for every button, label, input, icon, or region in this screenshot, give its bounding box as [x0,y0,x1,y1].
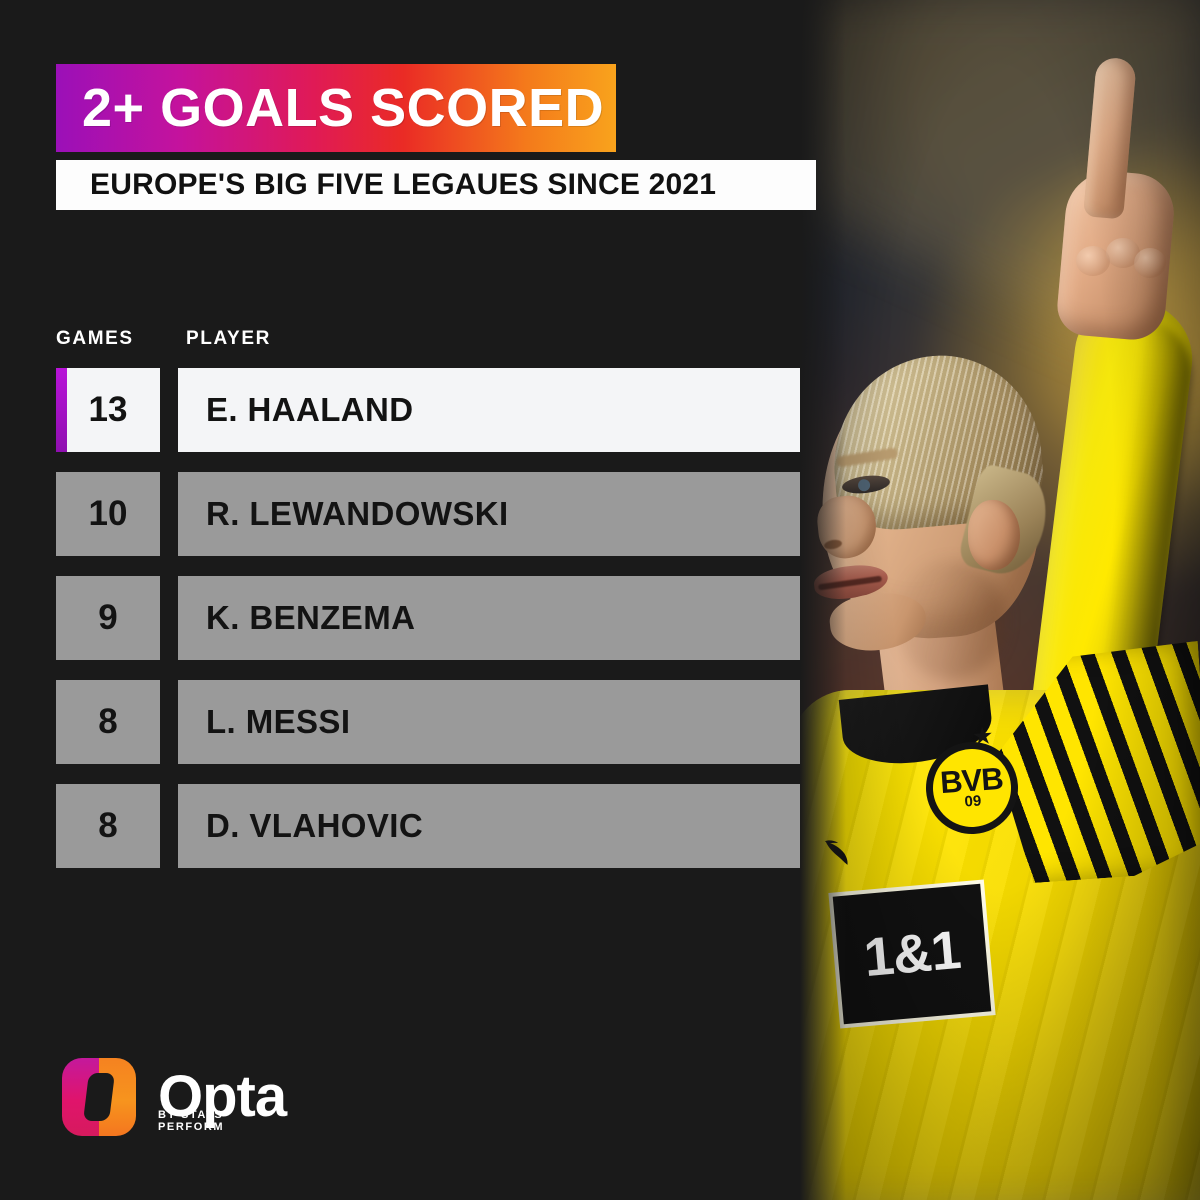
player-photo-panel: BVB 09 ★ 1&1 [800,0,1200,1200]
page-subtitle: EUROPE'S BIG FIVE LEGAUES SINCE 2021 [90,168,717,201]
opta-tagline: BY STATS PERFORM [158,1109,225,1133]
player-knuckle [1076,246,1110,276]
cell-games: 10 [56,472,160,556]
cell-games: 8 [56,680,160,764]
column-header-games: GAMES [56,328,134,349]
player-value: K. BENZEMA [206,599,416,636]
cell-games: 13 [56,368,160,452]
sponsor-text: 1&1 [861,919,963,989]
cell-player: E. HAALAND [178,368,800,452]
table-row[interactable]: 13 E. HAALAND [56,368,800,452]
jersey-sponsor-patch: 1&1 [832,883,992,1025]
crest-star-icon: ★ [971,722,995,751]
table-row[interactable]: 9 K. BENZEMA [56,576,800,660]
games-value: 13 [88,390,128,429]
title-banner: 2+ GOALS SCORED [56,64,616,152]
games-value: 8 [98,806,118,845]
crest-letters: BVB [939,760,1004,800]
cell-player: R. LEWANDOWSKI [178,472,800,556]
stats-table: 13 E. HAALAND 10 R. LEWANDOWSKI 9 K. BEN… [56,368,800,888]
cell-player: K. BENZEMA [178,576,800,660]
player-value: E. HAALAND [206,391,414,428]
player-value: L. MESSI [206,703,351,740]
cell-games: 9 [56,576,160,660]
cell-games: 8 [56,784,160,868]
opta-brand-text: Opta [158,1064,287,1129]
cell-player: D. VLAHOVIC [178,784,800,868]
column-header-player: PLAYER [186,328,271,349]
games-value: 10 [88,494,128,533]
subtitle-banner: EUROPE'S BIG FIVE LEGAUES SINCE 2021 [56,160,816,210]
table-row[interactable]: 8 L. MESSI [56,680,800,764]
player-ear [968,500,1020,570]
player-value: D. VLAHOVIC [206,807,424,844]
games-value: 9 [98,598,118,637]
table-row[interactable]: 8 D. VLAHOVIC [56,784,800,868]
opta-wordmark: Opta BY STATS PERFORM [158,1068,287,1134]
table-row[interactable]: 10 R. LEWANDOWSKI [56,472,800,556]
games-value: 8 [98,702,118,741]
cell-player: L. MESSI [178,680,800,764]
player-value: R. LEWANDOWSKI [206,495,509,532]
player-figure: BVB 09 ★ 1&1 [800,0,1200,1200]
page-title: 2+ GOALS SCORED [82,78,605,138]
player-knuckle [1134,248,1166,278]
row-accent-bar [56,368,67,452]
opta-mark-icon [62,1058,136,1136]
crest-year: 09 [964,792,982,811]
opta-logo: Opta BY STATS PERFORM [62,1058,287,1136]
